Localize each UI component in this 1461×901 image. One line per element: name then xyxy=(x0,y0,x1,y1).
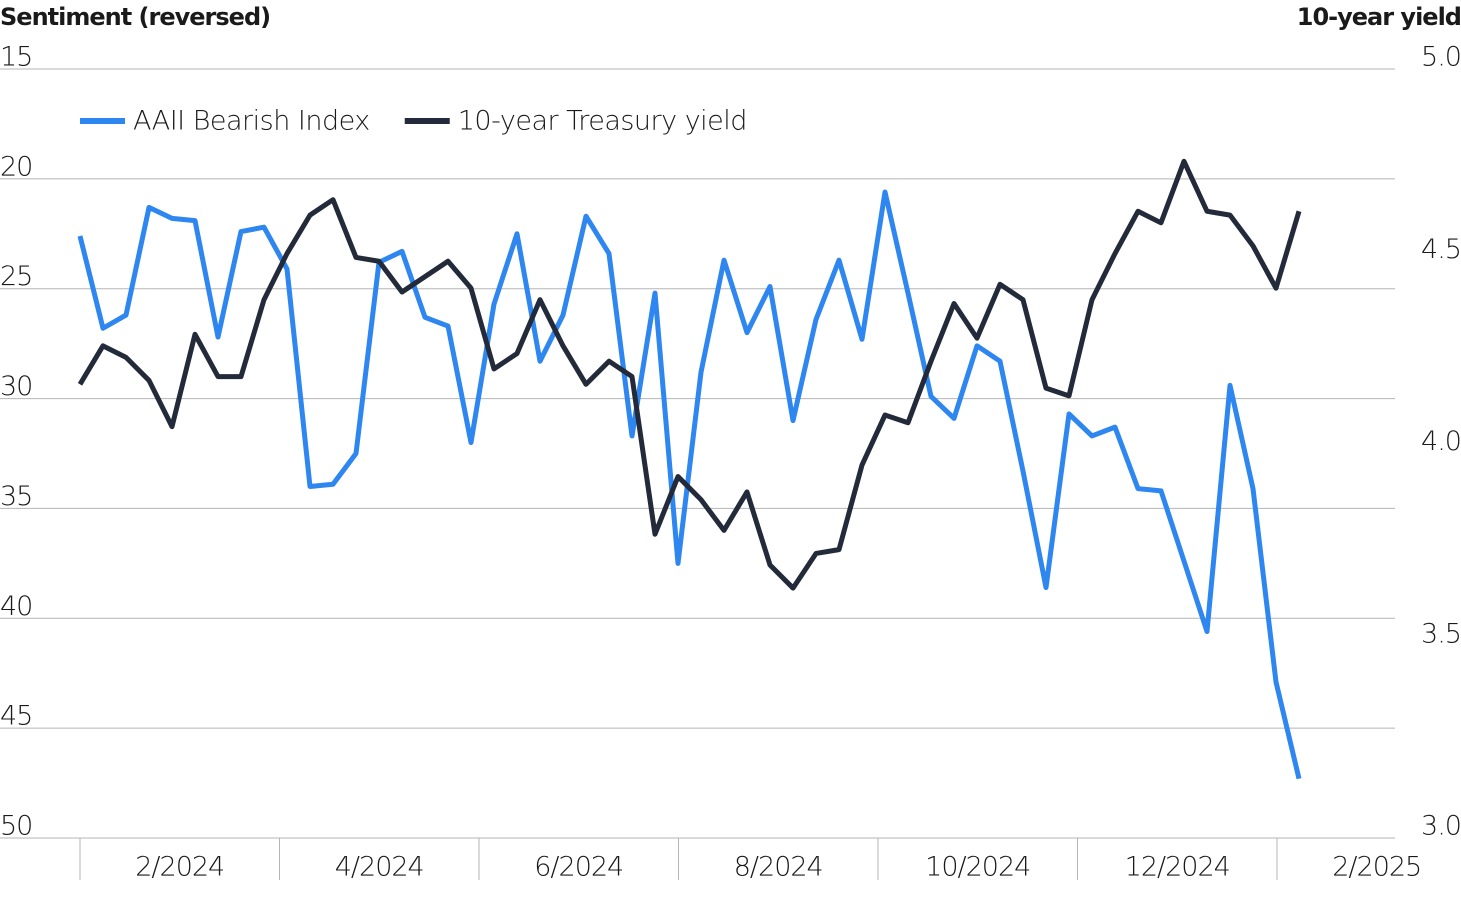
y2-tick-label: 4.0 xyxy=(1421,426,1461,457)
legend-label: AAII Bearish Index xyxy=(133,106,370,137)
y2-tick-label: 3.0 xyxy=(1421,811,1461,842)
y2-tick-label: 4.5 xyxy=(1421,234,1461,265)
x-tick-label: 10/2024 xyxy=(925,852,1030,883)
x-tick-label: 6/2024 xyxy=(534,852,623,883)
y-tick-label: 15 xyxy=(0,42,32,73)
x-tick-label: 4/2024 xyxy=(335,852,424,883)
series-line xyxy=(77,158,1302,591)
x-tick-label: 8/2024 xyxy=(734,852,823,883)
legend-label: 10-year Treasury yield xyxy=(458,106,747,137)
y-tick-label: 35 xyxy=(0,481,32,512)
x-tick-label: 12/2024 xyxy=(1125,852,1230,883)
y-tick-label: 45 xyxy=(0,701,32,732)
y2-tick-label: 3.5 xyxy=(1421,618,1461,649)
y-axis-title: Sentiment (reversed) xyxy=(0,3,270,31)
y-tick-label: 40 xyxy=(0,591,32,622)
x-tick-label: 2/2025 xyxy=(1332,852,1421,883)
y2-axis-title: 10-year yield xyxy=(1297,3,1461,31)
y-tick-label: 20 xyxy=(0,151,32,182)
y2-tick-label: 5.0 xyxy=(1421,42,1461,73)
x-tick-label: 2/2024 xyxy=(135,852,224,883)
y-tick-label: 50 xyxy=(0,811,32,842)
y-tick-label: 25 xyxy=(0,261,32,292)
y-tick-label: 30 xyxy=(0,371,32,402)
